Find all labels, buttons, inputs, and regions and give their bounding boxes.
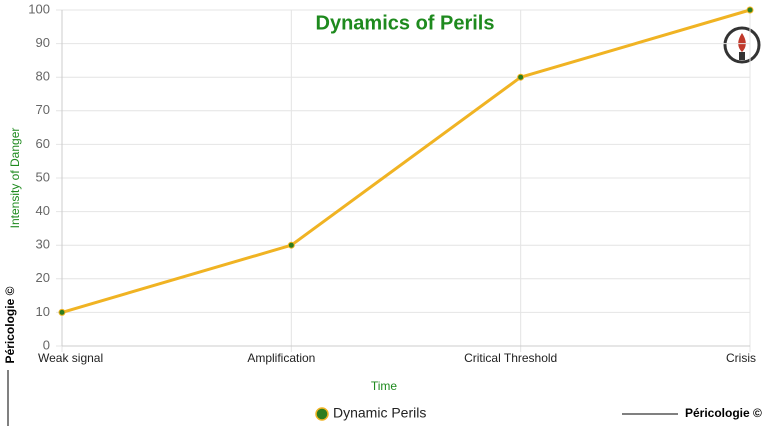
x-axis-label: Time bbox=[371, 379, 398, 393]
y-tick-label: 80 bbox=[36, 69, 50, 84]
legend-marker bbox=[315, 407, 329, 421]
logo bbox=[723, 26, 761, 64]
y-tick-label: 10 bbox=[36, 304, 50, 319]
x-tick-label: Weak signal bbox=[38, 351, 103, 365]
watermark: Péricologie © bbox=[3, 286, 17, 363]
y-tick-label: 0 bbox=[43, 337, 50, 352]
x-tick-label: Critical Threshold bbox=[464, 351, 557, 365]
x-tick-label: Amplification bbox=[247, 351, 315, 365]
point bbox=[58, 308, 66, 316]
line bbox=[61, 8, 751, 314]
y-tick-label: 20 bbox=[36, 270, 50, 285]
y-tick-label: 50 bbox=[36, 169, 50, 184]
y-tick-label: 60 bbox=[36, 136, 50, 151]
point bbox=[746, 6, 754, 14]
y-tick-label: 40 bbox=[36, 203, 50, 218]
y-axis-label: Intensity of Danger bbox=[8, 128, 22, 229]
chart-title: Dynamics of Perils bbox=[316, 12, 495, 34]
y-tick-label: 30 bbox=[36, 237, 50, 252]
y-tick-label: 90 bbox=[36, 35, 50, 50]
legend-label: Dynamic Perils bbox=[333, 405, 426, 421]
point bbox=[287, 241, 295, 249]
x-tick-label: Crisis bbox=[726, 351, 756, 365]
y-tick-label: 100 bbox=[28, 1, 50, 16]
watermark: Péricologie © bbox=[685, 406, 762, 420]
point bbox=[517, 73, 525, 81]
y-tick-label: 70 bbox=[36, 102, 50, 117]
